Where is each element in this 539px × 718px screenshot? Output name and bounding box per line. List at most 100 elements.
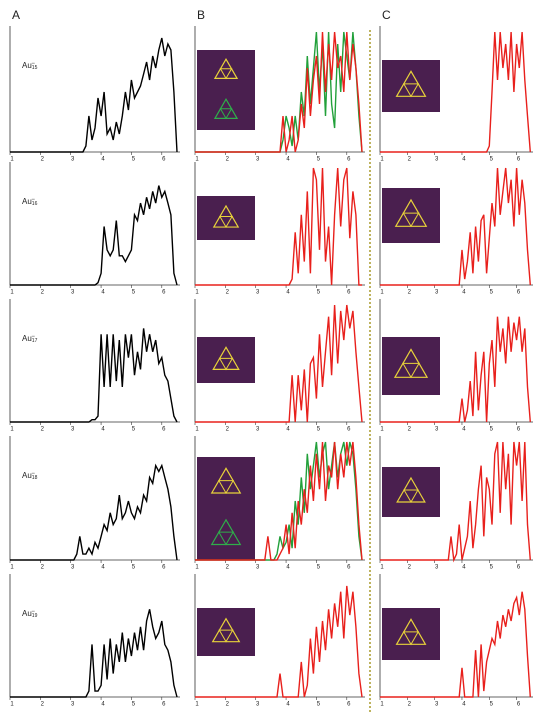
structure-inset bbox=[382, 608, 440, 660]
x-tick-label: 5 bbox=[132, 565, 136, 571]
x-tick-label: 5 bbox=[490, 157, 494, 163]
x-tick-label: 1 bbox=[380, 290, 384, 296]
x-tick-label: 4 bbox=[286, 290, 290, 296]
panel-letter: C bbox=[382, 8, 391, 22]
x-tick-label: 2 bbox=[41, 427, 45, 433]
x-tick-label: 6 bbox=[162, 290, 166, 296]
x-tick-label: 2 bbox=[408, 565, 412, 571]
cluster-label-base: Au bbox=[22, 61, 32, 70]
x-tick-label: 3 bbox=[256, 702, 260, 708]
x-tick-label: 6 bbox=[162, 427, 166, 433]
x-tick-label: 4 bbox=[462, 565, 466, 571]
x-tick-label: 3 bbox=[435, 565, 439, 571]
x-tick-label: 4 bbox=[286, 427, 290, 433]
x-tick-label: 3 bbox=[71, 702, 75, 708]
x-tick-label: 1 bbox=[10, 290, 14, 296]
x-tick-label: 4 bbox=[462, 157, 466, 163]
x-tick-label: 5 bbox=[132, 427, 136, 433]
x-tick-label: 3 bbox=[435, 157, 439, 163]
x-tick-label: 1 bbox=[195, 702, 199, 708]
cluster-label-sup: − bbox=[31, 197, 35, 203]
x-tick-label: 3 bbox=[435, 427, 439, 433]
x-tick-label: 4 bbox=[462, 702, 466, 708]
panel-letter: A bbox=[12, 8, 20, 22]
cluster-label: Au18− bbox=[22, 471, 38, 482]
x-tick-label: 3 bbox=[256, 427, 260, 433]
x-tick-label: 6 bbox=[517, 427, 521, 433]
cluster-label-sup: − bbox=[31, 609, 35, 615]
x-tick-label: 1 bbox=[10, 702, 14, 708]
x-tick-label: 5 bbox=[490, 702, 494, 708]
x-tick-label: 5 bbox=[490, 427, 494, 433]
x-tick-label: 4 bbox=[286, 702, 290, 708]
structure-inset bbox=[197, 196, 255, 240]
x-tick-label: 1 bbox=[195, 157, 199, 163]
x-tick-label: 6 bbox=[162, 702, 166, 708]
cluster-label-sup: − bbox=[31, 334, 35, 340]
x-tick-label: 3 bbox=[435, 290, 439, 296]
x-tick-label: 4 bbox=[286, 157, 290, 163]
cluster-label: Au19− bbox=[22, 609, 38, 620]
structure-inset bbox=[382, 337, 440, 395]
x-tick-label: 1 bbox=[10, 565, 14, 571]
cluster-label: Au17− bbox=[22, 334, 38, 345]
x-tick-label: 1 bbox=[380, 702, 384, 708]
x-tick-label: 5 bbox=[317, 290, 321, 296]
x-tick-label: 6 bbox=[517, 290, 521, 296]
x-tick-label: 3 bbox=[256, 157, 260, 163]
x-tick-label: 4 bbox=[101, 290, 105, 296]
x-tick-label: 2 bbox=[41, 157, 45, 163]
x-tick-label: 5 bbox=[317, 702, 321, 708]
x-tick-label: 4 bbox=[101, 427, 105, 433]
x-tick-label: 4 bbox=[101, 702, 105, 708]
x-tick-label: 5 bbox=[490, 290, 494, 296]
cluster-label-base: Au bbox=[22, 609, 32, 618]
x-tick-label: 1 bbox=[195, 290, 199, 296]
x-tick-label: 2 bbox=[226, 427, 230, 433]
x-tick-label: 1 bbox=[195, 565, 199, 571]
panel-letter: B bbox=[197, 8, 205, 22]
x-tick-label: 1 bbox=[10, 427, 14, 433]
x-tick-label: 1 bbox=[380, 565, 384, 571]
x-tick-label: 5 bbox=[132, 702, 136, 708]
x-tick-label: 6 bbox=[162, 565, 166, 571]
x-tick-label: 6 bbox=[162, 157, 166, 163]
x-tick-label: 3 bbox=[71, 157, 75, 163]
x-tick-label: 5 bbox=[317, 427, 321, 433]
x-tick-label: 1 bbox=[195, 427, 199, 433]
figure: 123456AAu15−123456B123456C123456Au16−123… bbox=[0, 0, 539, 713]
structure-inset bbox=[382, 188, 440, 243]
x-tick-label: 5 bbox=[132, 290, 136, 296]
x-tick-label: 6 bbox=[347, 702, 351, 708]
x-tick-label: 6 bbox=[517, 157, 521, 163]
cluster-label: Au15− bbox=[22, 61, 38, 72]
x-tick-label: 2 bbox=[41, 290, 45, 296]
x-tick-label: 4 bbox=[101, 157, 105, 163]
cluster-label: Au16− bbox=[22, 197, 38, 208]
x-tick-label: 6 bbox=[517, 565, 521, 571]
x-tick-label: 3 bbox=[435, 702, 439, 708]
cluster-label-base: Au bbox=[22, 334, 32, 343]
x-tick-label: 2 bbox=[408, 702, 412, 708]
structure-inset bbox=[382, 467, 440, 517]
x-tick-label: 2 bbox=[226, 565, 230, 571]
x-tick-label: 3 bbox=[71, 427, 75, 433]
x-tick-label: 5 bbox=[490, 565, 494, 571]
x-tick-label: 3 bbox=[71, 565, 75, 571]
spectrum-line bbox=[10, 38, 177, 152]
x-tick-label: 6 bbox=[347, 565, 351, 571]
x-tick-label: 3 bbox=[256, 290, 260, 296]
structure-inset bbox=[197, 608, 255, 656]
x-tick-label: 2 bbox=[226, 290, 230, 296]
x-tick-label: 4 bbox=[286, 565, 290, 571]
x-tick-label: 4 bbox=[101, 565, 105, 571]
cluster-label-sup: − bbox=[31, 61, 35, 67]
x-tick-label: 2 bbox=[226, 702, 230, 708]
x-tick-label: 1 bbox=[380, 427, 384, 433]
x-tick-label: 3 bbox=[71, 290, 75, 296]
x-tick-label: 6 bbox=[517, 702, 521, 708]
cluster-label-base: Au bbox=[22, 197, 32, 206]
structure-inset bbox=[197, 337, 255, 383]
x-tick-label: 5 bbox=[132, 157, 136, 163]
x-tick-label: 2 bbox=[226, 157, 230, 163]
